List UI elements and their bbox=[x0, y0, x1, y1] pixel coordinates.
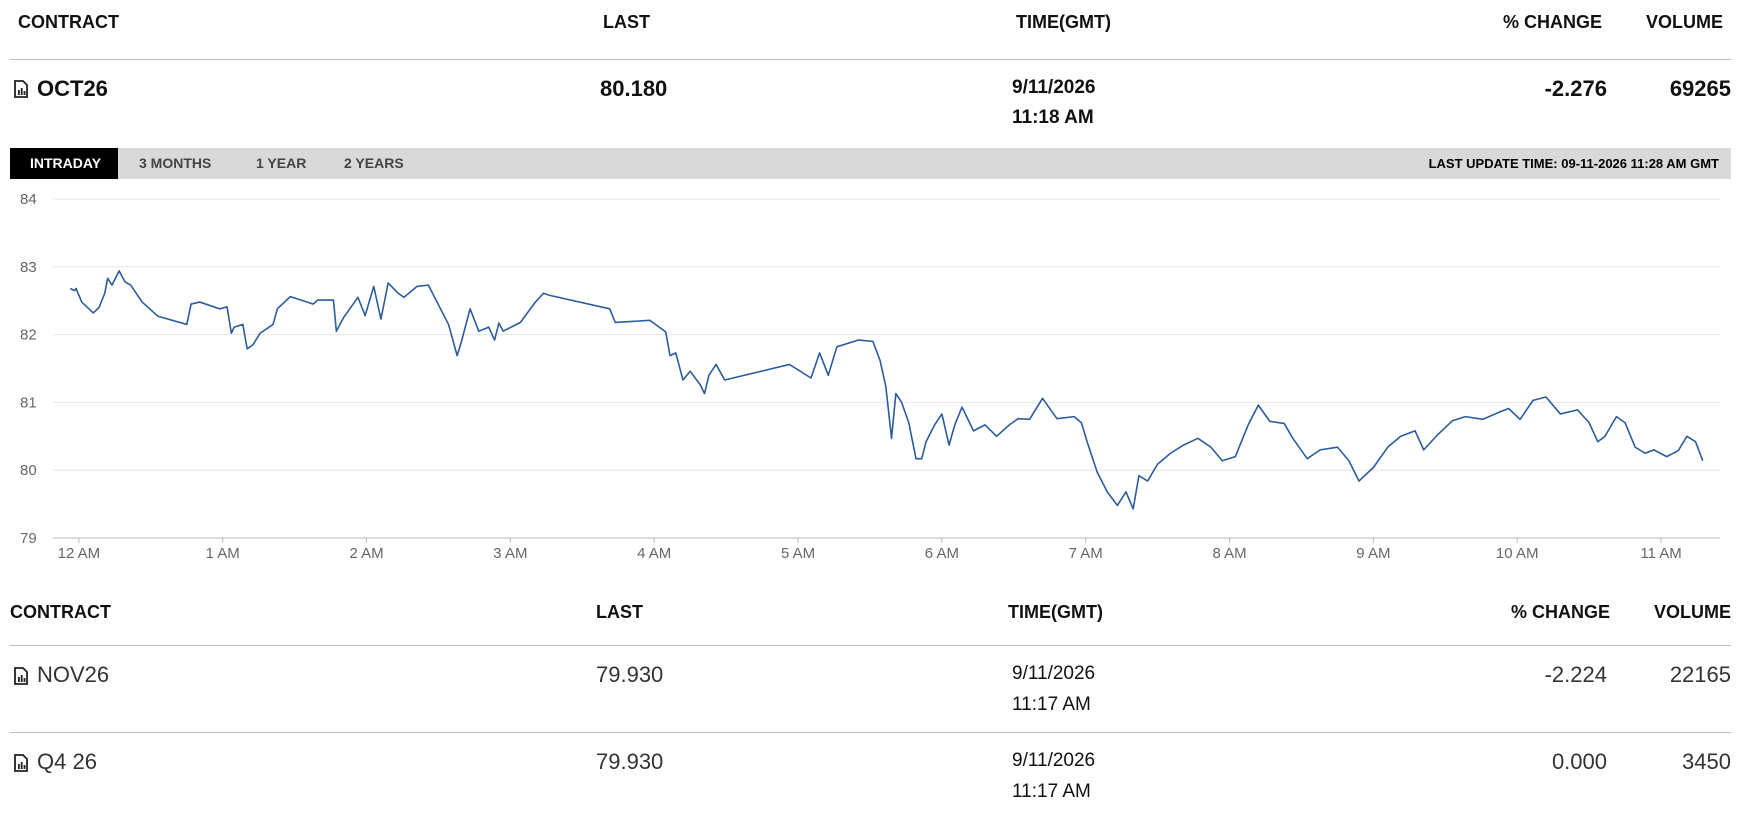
contract-name[interactable]: Q4 26 bbox=[37, 749, 97, 774]
tab[interactable]: 1 YEAR bbox=[256, 155, 307, 171]
x-tick-label: 3 AM bbox=[493, 545, 527, 562]
divider bbox=[10, 732, 1731, 733]
x-tick-label: 9 AM bbox=[1356, 545, 1390, 562]
divider bbox=[10, 645, 1731, 646]
percent-change: -2.276 bbox=[1544, 76, 1607, 101]
x-tick-label: 5 AM bbox=[781, 545, 815, 562]
column-header: TIME(GMT) bbox=[1016, 12, 1111, 32]
y-tick-label: 84 bbox=[20, 191, 37, 208]
y-tick-label: 79 bbox=[20, 530, 37, 547]
column-header: LAST bbox=[603, 12, 650, 32]
y-tick-label: 81 bbox=[20, 394, 37, 411]
tab[interactable]: 2 YEARS bbox=[344, 155, 404, 171]
percent-change: 0.000 bbox=[1551, 749, 1607, 774]
volume: 22165 bbox=[1669, 662, 1731, 687]
trade-date: 9/11/2026 bbox=[1012, 77, 1096, 98]
contract-icon bbox=[13, 80, 29, 103]
contract-name[interactable]: NOV26 bbox=[37, 662, 110, 687]
x-tick-label: 6 AM bbox=[925, 545, 959, 562]
column-header: LAST bbox=[596, 602, 643, 622]
trade-date: 9/11/2026 bbox=[1012, 663, 1096, 684]
x-tick-label: 7 AM bbox=[1069, 545, 1103, 562]
x-tick-label: 4 AM bbox=[637, 545, 671, 562]
y-tick-label: 80 bbox=[20, 462, 37, 479]
contract-icon bbox=[13, 667, 29, 690]
last-update: LAST UPDATE TIME: 09-11-2026 11:28 AM GM… bbox=[1428, 156, 1719, 171]
trade-time: 11:17 AM bbox=[1012, 694, 1091, 715]
tab[interactable]: 3 MONTHS bbox=[139, 155, 212, 171]
volume: 69265 bbox=[1669, 76, 1731, 101]
x-tick-label: 8 AM bbox=[1212, 545, 1246, 562]
divider bbox=[10, 59, 1731, 60]
contract-icon bbox=[13, 754, 29, 777]
price-line bbox=[69, 270, 1704, 510]
tab-bar: INTRADAY 3 MONTHS 1 YEAR 2 YEARS LAST UPDATE… bbox=[10, 148, 1731, 179]
y-tick-label: 83 bbox=[20, 259, 37, 276]
column-header: CONTRACT bbox=[18, 12, 119, 32]
active-tab-bg bbox=[10, 148, 118, 179]
column-header: CONTRACT bbox=[10, 602, 111, 622]
trade-time: 11:18 AM bbox=[1012, 107, 1094, 128]
column-header: % CHANGE bbox=[1510, 602, 1610, 622]
column-header: VOLUME bbox=[1653, 602, 1731, 622]
chart: 79 80 81 82 83 84 12 AM 1 AM 2 AM 3 AM 4 AM 5 AM 6 A… bbox=[20, 191, 1720, 562]
last-price: 79.930 bbox=[596, 749, 664, 774]
x-tick-label: 10 AM bbox=[1496, 545, 1539, 562]
x-tick-label: 12 AM bbox=[58, 545, 101, 562]
last-price: 79.930 bbox=[596, 662, 664, 687]
x-tick-label: 2 AM bbox=[349, 545, 383, 562]
x-tick-label: 1 AM bbox=[206, 545, 240, 562]
trade-time: 11:17 AM bbox=[1012, 781, 1091, 802]
x-tick-label: 11 AM bbox=[1640, 545, 1681, 562]
column-header: TIME(GMT) bbox=[1008, 602, 1103, 622]
volume: 3450 bbox=[1682, 749, 1731, 774]
column-header: VOLUME bbox=[1645, 12, 1723, 32]
trade-date: 9/11/2026 bbox=[1012, 750, 1096, 771]
tab[interactable]: INTRADAY bbox=[30, 155, 102, 171]
y-tick-label: 82 bbox=[20, 327, 37, 344]
contract-name[interactable]: OCT26 bbox=[37, 76, 108, 101]
column-header: % CHANGE bbox=[1502, 12, 1602, 32]
last-price: 80.180 bbox=[600, 76, 668, 101]
percent-change: -2.224 bbox=[1544, 662, 1607, 687]
